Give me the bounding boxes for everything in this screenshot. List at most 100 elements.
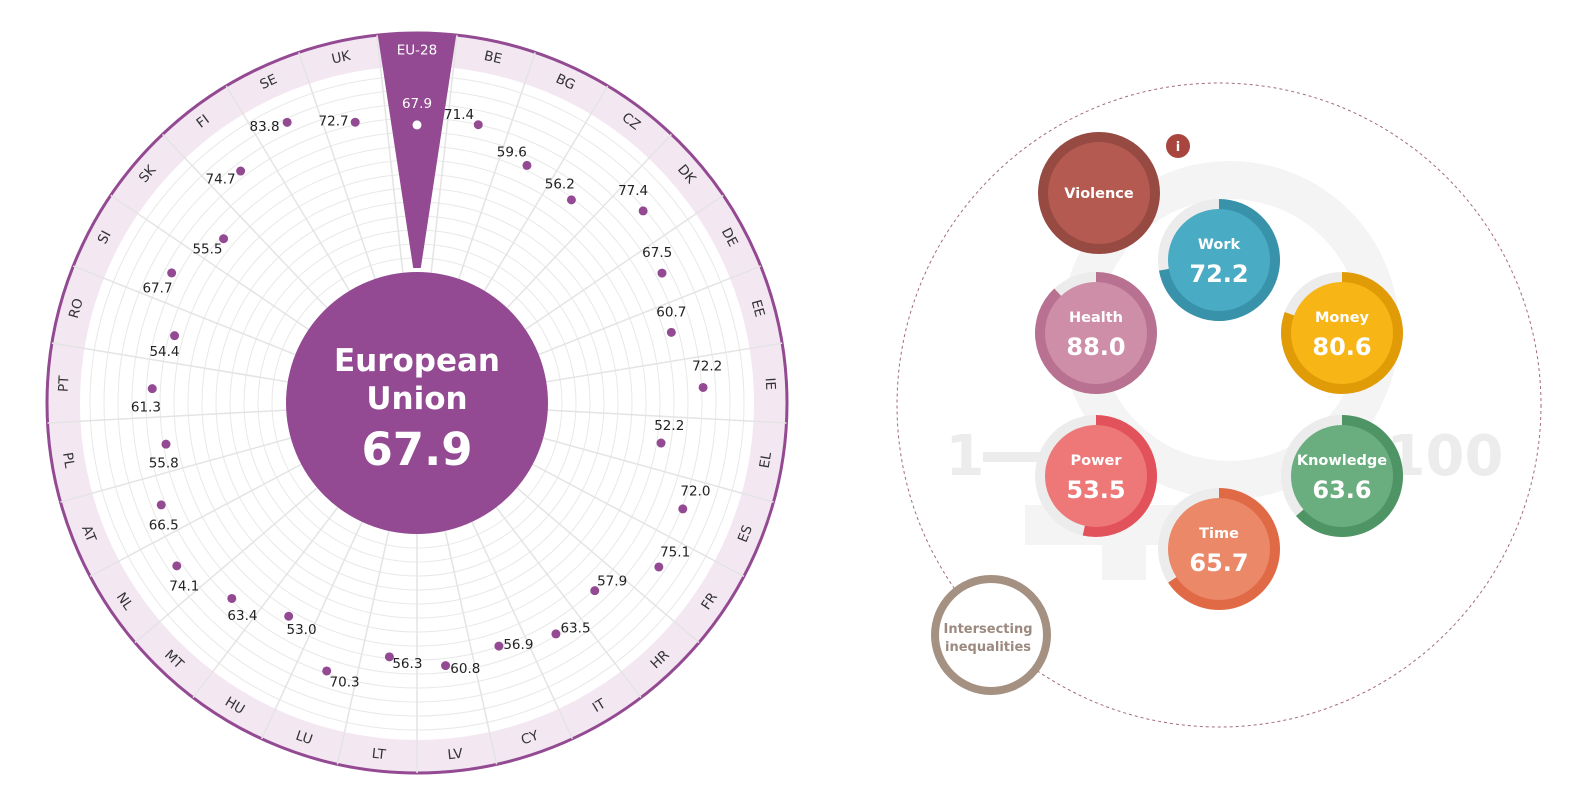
- data-point-lt[interactable]: [384, 652, 394, 662]
- domain-violence-name: Violence: [1064, 186, 1134, 202]
- data-point-lv[interactable]: [441, 661, 451, 671]
- value-label-it: 63.5: [560, 620, 590, 636]
- country-label-eu-28: EU-28: [397, 43, 437, 59]
- domain-work[interactable]: Work 72.2: [1158, 199, 1280, 321]
- domain-power-name: Power: [1071, 453, 1123, 469]
- data-point-sk[interactable]: [219, 234, 229, 244]
- data-point-eu-28[interactable]: [412, 120, 422, 130]
- country-label-be: BE: [483, 48, 504, 67]
- data-point-el[interactable]: [656, 438, 666, 448]
- data-point-pt[interactable]: [147, 384, 157, 394]
- domain-knowledge-value: 63.6: [1312, 476, 1371, 504]
- domain-time-name: Time: [1199, 526, 1239, 542]
- scale-min-dash: [983, 452, 1045, 462]
- value-label-lv: 60.8: [450, 661, 480, 677]
- intersecting-label-line-2: inequalities: [945, 640, 1031, 655]
- value-label-es: 72.0: [680, 483, 710, 499]
- value-label-de: 67.5: [642, 245, 672, 261]
- data-point-cy[interactable]: [494, 641, 504, 651]
- info-icon-glyph: i: [1176, 140, 1180, 155]
- data-point-ee[interactable]: [666, 327, 676, 337]
- domain-health[interactable]: Health 88.0: [1035, 272, 1157, 395]
- domain-money[interactable]: Money 80.6: [1281, 272, 1403, 394]
- data-point-nl[interactable]: [172, 561, 182, 571]
- value-label-uk: 72.7: [319, 114, 349, 130]
- country-label-bg: BG: [553, 71, 577, 94]
- scale-max-label: 100: [1387, 424, 1504, 489]
- country-label-lv: LV: [447, 746, 465, 764]
- scale-min-label: 1: [946, 424, 985, 489]
- value-label-fr: 75.1: [660, 544, 690, 560]
- eu-center-title-line-2: Union: [366, 381, 467, 417]
- domain-power-value: 53.5: [1066, 476, 1125, 504]
- value-label-cy: 56.9: [503, 637, 533, 653]
- data-point-uk[interactable]: [350, 117, 360, 127]
- domain-violence[interactable]: Violence: [1038, 132, 1160, 254]
- value-label-ro: 54.4: [149, 344, 179, 360]
- value-label-hu: 53.0: [287, 622, 317, 638]
- country-label-at: AT: [78, 523, 99, 545]
- value-label-nl: 74.1: [169, 578, 199, 594]
- country-label-de: DE: [718, 225, 741, 249]
- country-label-lt: LT: [371, 746, 387, 763]
- data-point-hr[interactable]: [590, 586, 600, 596]
- country-label-ee: EE: [748, 298, 768, 319]
- country-label-pl: PL: [59, 451, 77, 470]
- data-point-si[interactable]: [167, 268, 177, 278]
- info-icon[interactable]: i: [1166, 134, 1190, 158]
- value-label-pt: 61.3: [131, 400, 161, 416]
- intersecting-label-line-1: Intersecting: [943, 622, 1032, 637]
- country-label-ro: RO: [66, 297, 87, 321]
- data-point-lu[interactable]: [322, 666, 332, 676]
- country-label-cy: CY: [519, 727, 541, 748]
- domain-work-name: Work: [1198, 237, 1241, 253]
- country-label-se: SE: [257, 71, 279, 93]
- value-label-at: 66.5: [149, 518, 179, 534]
- country-label-es: ES: [735, 523, 756, 545]
- data-point-mt[interactable]: [227, 593, 237, 603]
- data-point-hu[interactable]: [284, 611, 294, 621]
- domain-knowledge[interactable]: Knowledge 63.6: [1281, 415, 1403, 537]
- value-label-ee: 60.7: [656, 304, 686, 320]
- domain-time[interactable]: Time 65.7: [1158, 488, 1280, 610]
- domain-money-value: 80.6: [1312, 333, 1371, 361]
- eu-radial-chart: EuropeanUnion67.9EU-2867.9BE71.4BG59.6CZ…: [45, 31, 789, 775]
- value-label-se: 83.8: [249, 119, 279, 135]
- eu-center-value: 67.9: [361, 423, 472, 476]
- country-label-lu: LU: [294, 728, 315, 749]
- data-point-ro[interactable]: [170, 331, 180, 341]
- domain-power[interactable]: Power 53.5: [1035, 415, 1157, 537]
- value-label-si: 67.7: [142, 280, 172, 296]
- eu-center-title-line-1: European: [334, 343, 500, 379]
- data-point-it[interactable]: [551, 629, 561, 639]
- domains-outline: [896, 82, 1542, 728]
- data-point-se[interactable]: [282, 117, 292, 127]
- data-point-bg[interactable]: [522, 160, 532, 170]
- domain-knowledge-name: Knowledge: [1297, 453, 1387, 469]
- data-point-fi[interactable]: [236, 166, 246, 176]
- value-label-hr: 57.9: [597, 574, 627, 590]
- data-point-de[interactable]: [657, 268, 667, 278]
- value-label-eu-28: 67.9: [402, 96, 432, 112]
- country-label-uk: UK: [330, 48, 353, 68]
- data-point-ie[interactable]: [698, 382, 708, 392]
- country-label-fr: FR: [698, 590, 721, 613]
- data-point-fr[interactable]: [654, 562, 664, 572]
- domain-health-name: Health: [1069, 310, 1123, 326]
- eu-center-circle: [286, 272, 548, 534]
- value-label-mt: 63.4: [227, 608, 257, 624]
- value-label-lu: 70.3: [330, 675, 360, 691]
- gender-equality-domains: 1 100 Violence Work 72.2 Health 88.0 Money 80.6 P…: [896, 82, 1542, 728]
- value-label-be: 71.4: [444, 107, 474, 123]
- intersecting-inequalities-button[interactable]: Intersecting inequalities: [931, 575, 1051, 695]
- data-point-at[interactable]: [156, 500, 166, 510]
- eu-28-highlight-wedge[interactable]: [377, 32, 457, 269]
- country-label-ie: IE: [762, 377, 779, 390]
- data-point-dk[interactable]: [638, 206, 648, 216]
- data-point-es[interactable]: [678, 504, 688, 514]
- data-point-cz[interactable]: [566, 195, 576, 205]
- data-point-be[interactable]: [473, 120, 483, 130]
- value-label-pl: 55.8: [149, 455, 179, 471]
- domain-work-value: 72.2: [1189, 260, 1248, 288]
- data-point-pl[interactable]: [161, 439, 171, 449]
